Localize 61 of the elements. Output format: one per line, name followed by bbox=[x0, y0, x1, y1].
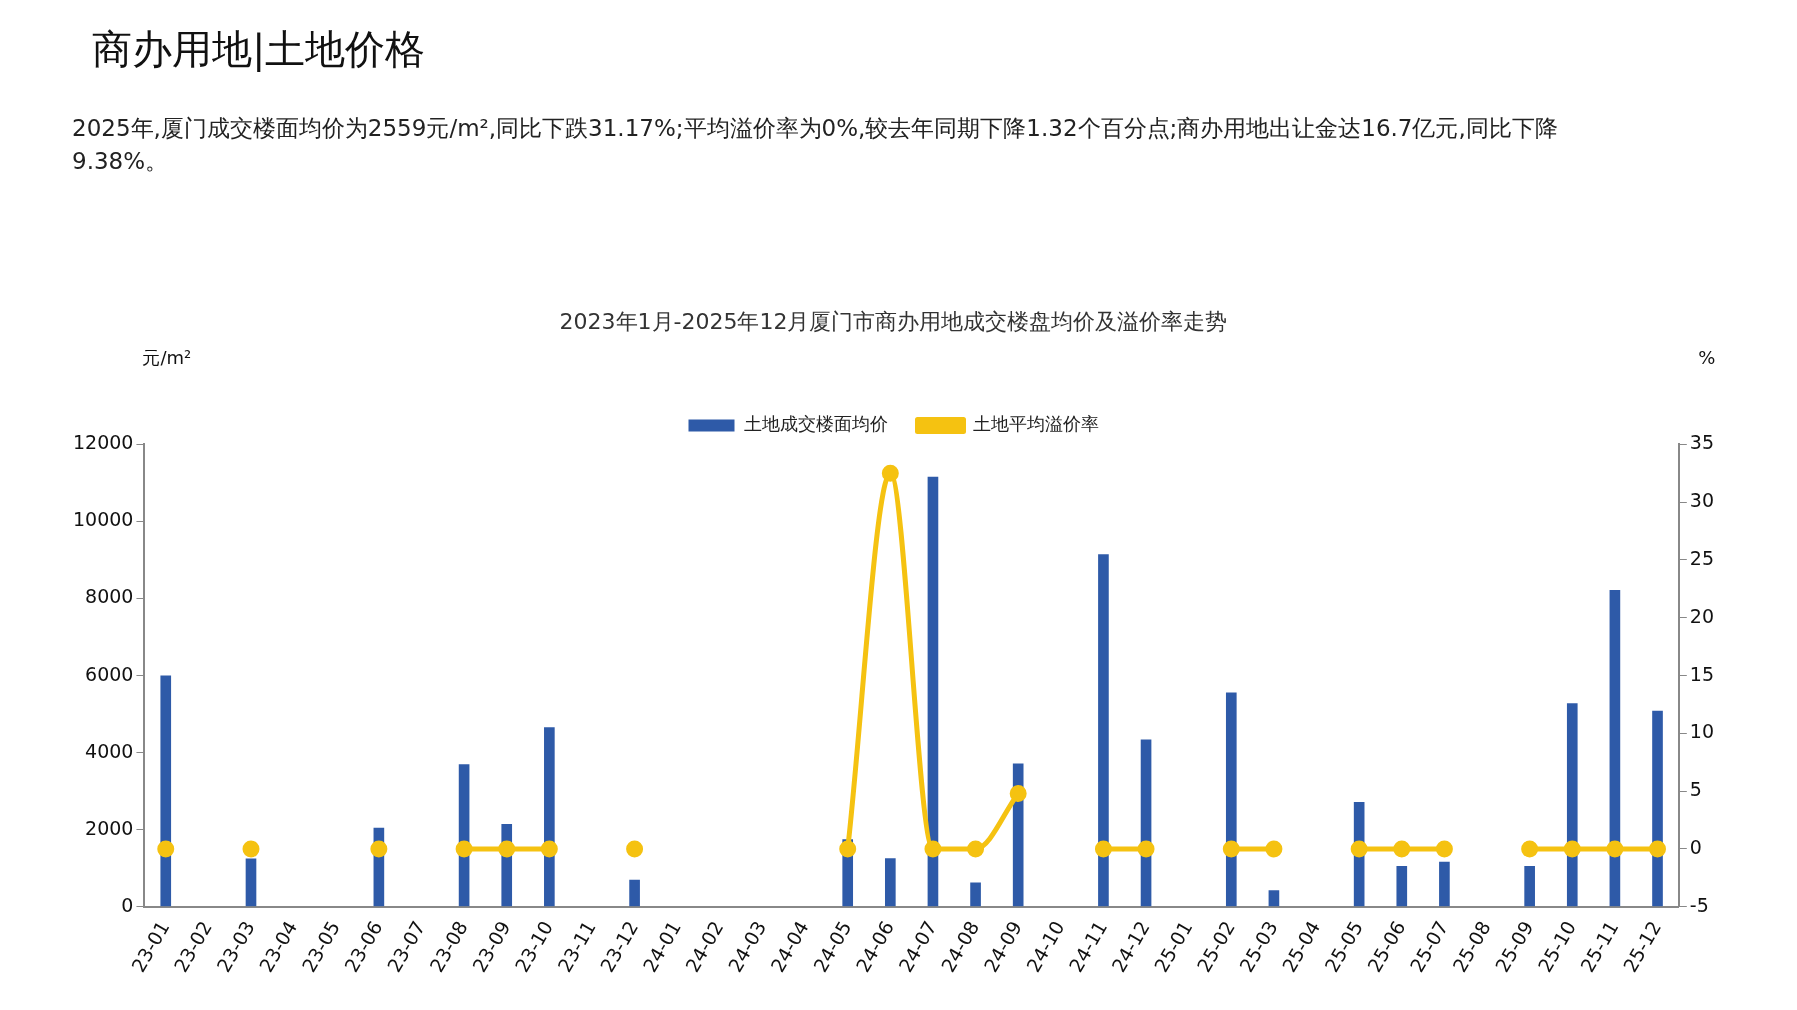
bar bbox=[1396, 865, 1408, 907]
bar bbox=[544, 727, 555, 907]
y2-tick-label: 30 bbox=[1689, 489, 1715, 512]
point bbox=[1265, 840, 1283, 858]
chart-title: 2023年1月-2025年12月厦门市商办用地成交楼盘均价及溢价率走势 bbox=[559, 308, 1228, 334]
y2-tick-label: 35 bbox=[1689, 431, 1715, 454]
y-tick-label: 0 bbox=[121, 893, 134, 916]
bar bbox=[1225, 692, 1237, 907]
point bbox=[924, 840, 942, 858]
bar bbox=[1439, 861, 1450, 907]
point bbox=[881, 464, 899, 482]
bar bbox=[629, 879, 640, 907]
point bbox=[1649, 840, 1667, 858]
point bbox=[839, 840, 857, 858]
y-tick-label: 12000 bbox=[72, 431, 134, 454]
y2-tick-label: 5 bbox=[1689, 778, 1702, 801]
point bbox=[157, 840, 175, 858]
point bbox=[498, 840, 516, 858]
y2-tick-label: 10 bbox=[1689, 720, 1715, 743]
y2-tick-label: -5 bbox=[1689, 893, 1709, 916]
y2-tick-label: 20 bbox=[1689, 604, 1715, 627]
text: 2025年,厦门成交楼面均价为2559元/m²,同比下跌31.17%;平均溢价率为0%,较去年同期下降1.32个百分点;商办用地出让金达16.7亿元,同比下降9.38%。 bbox=[72, 114, 1559, 176]
legend-label: 土地成交楼面均价 bbox=[743, 413, 888, 435]
y2-tick-label: 25 bbox=[1689, 546, 1715, 569]
point bbox=[1393, 840, 1411, 858]
point bbox=[626, 840, 644, 858]
y-tick-label: 8000 bbox=[85, 585, 134, 608]
point bbox=[967, 840, 985, 858]
y-tick-label: 2000 bbox=[85, 816, 134, 839]
point bbox=[242, 840, 260, 858]
bar bbox=[160, 675, 172, 907]
bar bbox=[1566, 703, 1578, 907]
point bbox=[1222, 840, 1240, 858]
point bbox=[1137, 840, 1155, 858]
y-tick-label: 10000 bbox=[72, 508, 134, 531]
y-tick-label: 4000 bbox=[85, 739, 134, 762]
bar bbox=[1098, 554, 1109, 907]
legend-label: 土地平均溢价率 bbox=[972, 413, 1099, 435]
bar bbox=[884, 858, 896, 907]
point bbox=[1606, 840, 1624, 858]
bar bbox=[1268, 890, 1280, 907]
y-tick-label: 6000 bbox=[85, 662, 134, 685]
point bbox=[1009, 785, 1027, 802]
point bbox=[1521, 840, 1539, 858]
bar bbox=[970, 882, 981, 907]
y2-axis-title: % bbox=[1698, 347, 1716, 369]
y2-tick-label: 0 bbox=[1689, 835, 1702, 858]
point bbox=[540, 840, 558, 858]
point bbox=[455, 840, 473, 858]
point bbox=[370, 840, 388, 858]
bar bbox=[927, 476, 939, 907]
point bbox=[1563, 840, 1581, 858]
text: 商办用地|土地价格 bbox=[92, 25, 426, 74]
bar bbox=[1652, 710, 1663, 907]
y2-tick-label: 15 bbox=[1689, 662, 1715, 685]
bar bbox=[245, 858, 257, 907]
point bbox=[1350, 840, 1368, 858]
bar bbox=[1524, 865, 1535, 907]
point bbox=[1094, 840, 1112, 858]
y-axis-title: 元/m² bbox=[142, 347, 192, 369]
point bbox=[1435, 840, 1453, 858]
